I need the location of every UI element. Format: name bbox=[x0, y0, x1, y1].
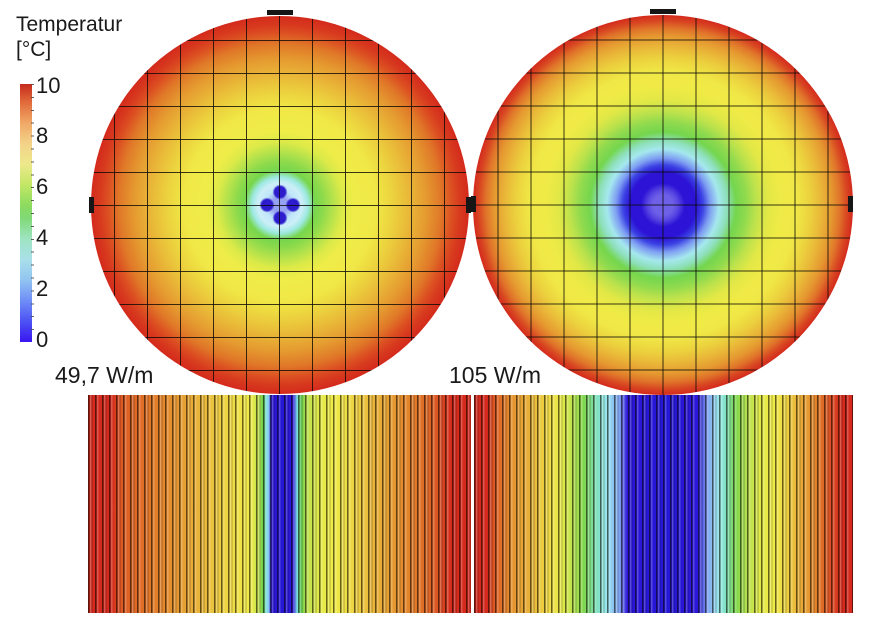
vertical-section-heatmap-105 bbox=[474, 395, 853, 613]
cross-section-heatmap-105 bbox=[473, 15, 853, 395]
colorbar-tick-label: 6 bbox=[36, 174, 49, 199]
axis-tick bbox=[471, 196, 476, 212]
colorbar-gradient bbox=[20, 84, 32, 342]
vertical-section-heatmap-49-7 bbox=[88, 395, 471, 613]
legend-title: Temperatur [°C] bbox=[16, 12, 122, 62]
axis-tick bbox=[267, 10, 293, 15]
cross-section-heatmap-49-7 bbox=[91, 16, 469, 394]
legend-title-line1: Temperatur bbox=[16, 13, 123, 36]
colorbar-tick-label: 2 bbox=[36, 276, 49, 301]
axis-tick bbox=[848, 196, 853, 212]
legend-title-line2: [°C] bbox=[16, 38, 52, 61]
axis-tick bbox=[650, 9, 676, 14]
heat-rate-label-right: 105 W/m bbox=[449, 362, 542, 388]
colorbar-tick-label: 10 bbox=[36, 73, 61, 98]
axis-tick bbox=[466, 197, 471, 213]
colorbar-tick-label: 8 bbox=[36, 123, 49, 148]
colorbar-tick-label: 4 bbox=[36, 225, 49, 250]
axis-tick bbox=[89, 197, 94, 213]
heat-rate-label-left: 49,7 W/m bbox=[55, 362, 154, 388]
colorbar-tick-label: 0 bbox=[36, 327, 49, 352]
colorbar-minor-ticks bbox=[31, 84, 34, 342]
